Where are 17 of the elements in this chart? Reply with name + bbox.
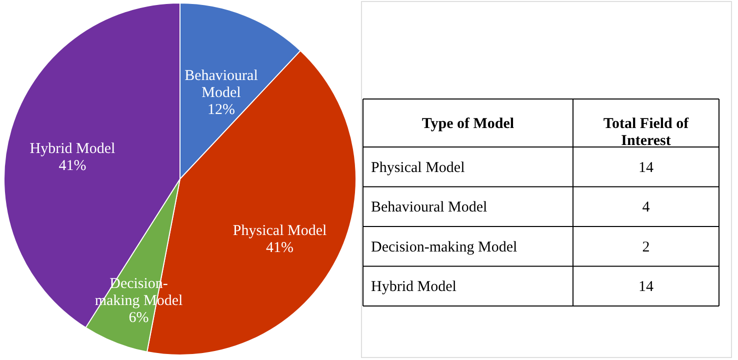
text: Physical Model — [371, 160, 465, 176]
slice-label: Physical Model — [232, 222, 327, 239]
slice-label: Hybrid Model — [30, 140, 116, 157]
text: 14 — [638, 279, 654, 296]
text: 14 — [638, 160, 654, 176]
text: 4 — [642, 200, 650, 216]
text: Hybrid Model — [371, 279, 456, 296]
data-label: 6% — [128, 310, 149, 326]
text: Type of Model — [422, 116, 514, 132]
data-label: 41% — [58, 158, 86, 174]
text: Total Field of Interest — [603, 116, 690, 149]
data-label: 12% — [207, 102, 235, 118]
text: Behavioural Model — [371, 200, 488, 216]
text: 2 — [642, 239, 650, 256]
text: Decision-making Model — [371, 239, 518, 256]
slice-label: Behavioural Model — [184, 68, 258, 101]
data-label: 41% — [266, 240, 294, 256]
